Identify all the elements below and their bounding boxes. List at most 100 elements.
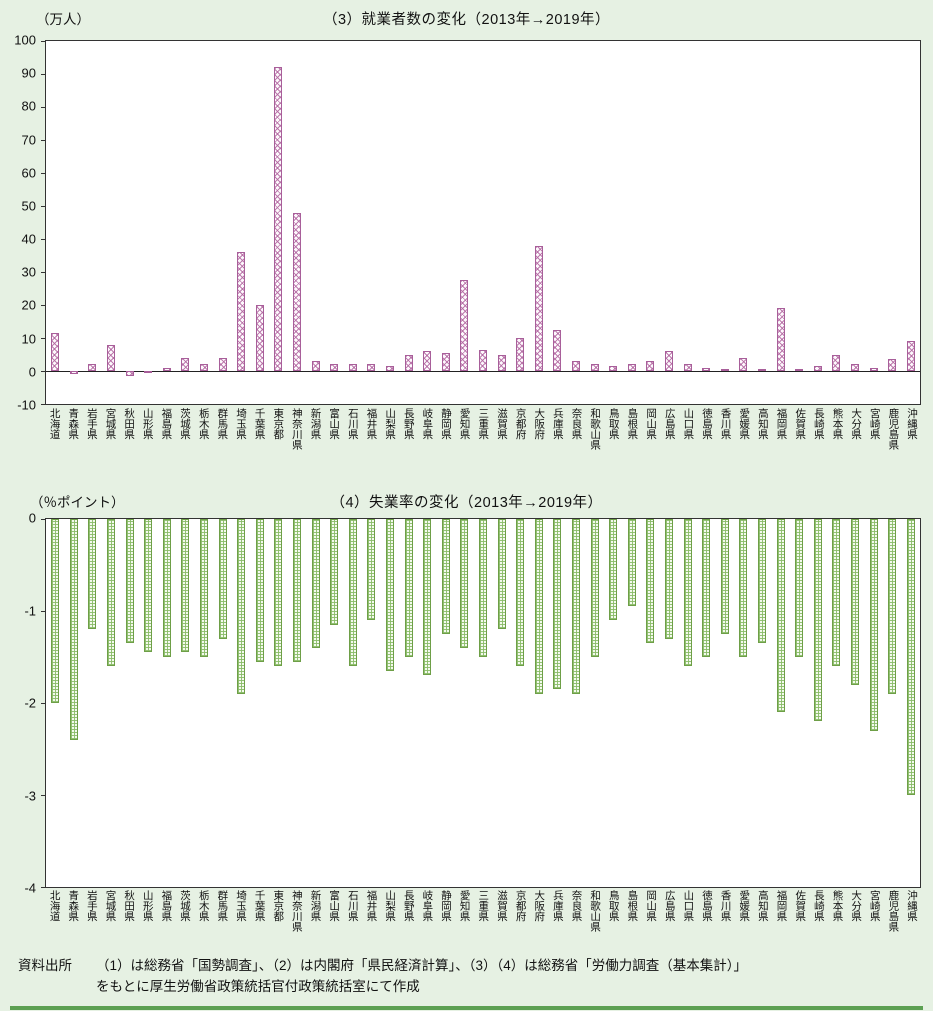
y-tick-label: 20 [21,297,36,313]
x-axis-label: 滋賀県 [492,408,511,490]
x-axis-label-text: 富山県 [328,890,341,922]
bar-青森県 [69,371,78,375]
y-tick-label: -10 [17,397,36,413]
y-tick-label: -2 [24,695,36,711]
x-axis-label-text: 大阪府 [533,890,546,922]
bar-福岡県 [776,519,785,713]
unemployment-chart-unit-label: （％ポイント） [30,495,125,510]
y-tick-mark [41,610,46,612]
y-tick-mark [41,304,46,306]
x-axis-label: 和歌山県 [586,890,605,956]
x-axis-label-text: 滋賀県 [495,890,508,922]
bar-大阪府 [534,245,543,371]
x-axis-label-text: 大分県 [850,890,863,922]
x-axis-label: 山形県 [138,408,157,490]
x-axis-label: 佐賀県 [791,408,810,490]
y-tick-label: 80 [21,98,36,114]
bar-長野県 [404,519,413,657]
x-axis-label-text: 青森県 [67,408,80,440]
x-axis-label: 広島県 [660,890,679,956]
y-tick-label: 0 [28,364,36,380]
bar-宮崎県 [869,367,878,371]
x-axis-label: 愛知県 [455,890,474,956]
y-tick-label: 50 [21,198,36,214]
bar-岩手県 [88,519,97,630]
x-axis-label: 静岡県 [436,408,455,490]
x-axis-label-text: 宮城県 [104,890,117,922]
x-axis-label: 栃木県 [194,890,213,956]
bar-山口県 [683,364,692,371]
bar-沖縄県 [906,341,915,371]
x-axis-label-text: 北海道 [48,890,61,922]
x-axis-label-text: 愛媛県 [738,408,751,440]
x-axis-label: 愛媛県 [735,408,754,490]
bar-愛知県 [460,519,469,648]
x-axis-label-text: 山口県 [682,890,695,922]
x-axis-label-text: 大分県 [850,408,863,440]
x-axis-label-text: 長野県 [402,890,415,922]
bar-滋賀県 [497,519,506,630]
x-axis-label-text: 三重県 [477,890,490,922]
bar-秋田県 [125,371,134,376]
x-axis-label-text: 大阪府 [533,408,546,440]
bar-東京都 [274,67,283,371]
x-axis-label-text: 高知県 [756,890,769,922]
bar-京都府 [516,338,525,371]
x-axis-label: 山梨県 [381,408,400,490]
x-axis-label-text: 沖縄県 [906,408,919,440]
x-axis-label: 鹿児島県 [884,408,903,490]
bar-群馬県 [218,519,227,639]
x-axis-label-text: 鳥取県 [607,890,620,922]
y-tick-mark [41,518,46,520]
x-axis-label: 熊本県 [828,408,847,490]
x-axis-label: 山口県 [679,890,698,956]
x-axis-label: 京都府 [511,890,530,956]
unemployment-chart-title: （4）失業率の変化（2013年→2019年） [330,495,603,511]
y-tick-mark [41,205,46,207]
x-axis-label-text: 福岡県 [775,408,788,440]
x-axis-label: 富山県 [325,408,344,490]
x-axis-label: 岡山県 [642,890,661,956]
x-axis-label: 香川県 [716,408,735,490]
x-axis-label: 埼玉県 [231,408,250,490]
x-axis-label: 宮崎県 [865,890,884,956]
bar-高知県 [757,519,766,644]
source-note-label: 資料出所 [18,958,72,973]
x-axis-label: 新潟県 [306,890,325,956]
bar-鹿児島県 [888,359,897,371]
x-axis-label: 神奈川県 [287,890,306,956]
x-axis-label: 鳥取県 [604,408,623,490]
x-axis-label: 青森県 [64,408,83,490]
bar-大阪府 [534,519,543,694]
x-axis-label-text: 富山県 [328,408,341,440]
employment-chart-y-axis: 100 90 80 70 60 50 40 30 20 10 0 -10 [0,33,44,413]
bar-広島県 [664,351,673,371]
bar-愛媛県 [739,519,748,657]
y-tick-label: 30 [21,264,36,280]
bar-広島県 [664,519,673,639]
bar-奈良県 [571,519,580,694]
bar-長崎県 [813,366,822,371]
x-axis-label: 岐阜県 [418,408,437,490]
x-axis-label: 佐賀県 [791,890,810,956]
bar-埼玉県 [237,252,246,371]
x-axis-label: 茨城県 [175,890,194,956]
x-axis-label-text: 岩手県 [85,890,98,922]
source-note-body: （1）は総務省「国勢調査」、（2）は内閣府「県民経済計算」、（3）（4）は総務省… [96,956,747,998]
x-axis-label-text: 愛知県 [458,890,471,922]
x-axis-label-text: 熊本県 [831,408,844,440]
x-axis-label-text: 茨城県 [179,408,192,440]
y-tick-mark [41,73,46,75]
x-axis-label-text: 兵庫県 [551,890,564,922]
bar-奈良県 [571,361,580,371]
x-axis-label-text: 北海道 [48,408,61,440]
x-axis-label-text: 宮崎県 [868,890,881,922]
x-axis-label: 大阪府 [530,408,549,490]
bar-埼玉県 [237,519,246,694]
x-axis-label: 神奈川県 [287,408,306,490]
x-axis-label: 大分県 [847,408,866,490]
bar-福島県 [162,519,171,657]
x-axis-label: 秋田県 [120,408,139,490]
y-tick-label: -4 [24,880,36,896]
x-axis-label-text: 徳島県 [700,408,713,440]
